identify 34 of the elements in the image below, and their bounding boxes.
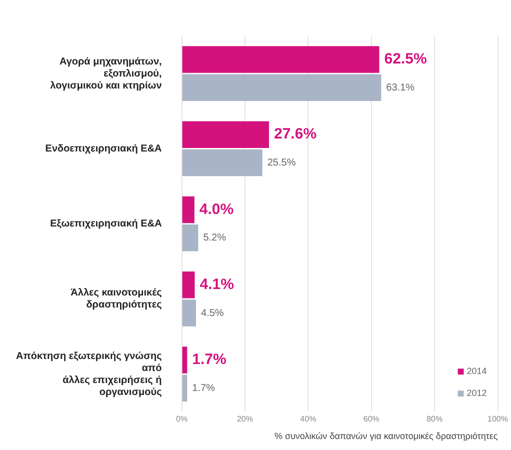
bar bbox=[182, 224, 198, 252]
y-tick-label: Άλλες καινοτομικές δραστηριότητες bbox=[70, 288, 162, 311]
bar bbox=[182, 346, 188, 374]
data-label: 1.7% bbox=[192, 351, 226, 368]
y-tick-label: Αγορά μηχανημάτων, εξοπλισμού, λογισμικού και κτηρίων bbox=[50, 56, 162, 92]
data-label: 1.7% bbox=[192, 382, 216, 394]
x-axis-title: % συνολικών δαπανών για καινοτομικές δραστηριότητες bbox=[274, 431, 498, 442]
y-tick-label: Εξωεπιχειρησιακή Ε&Α bbox=[50, 218, 162, 230]
x-tick-label: 40% bbox=[300, 414, 316, 424]
data-label: 63.1% bbox=[386, 82, 415, 94]
x-tick-label: 60% bbox=[363, 414, 380, 424]
legend-label: 2014 bbox=[466, 366, 487, 376]
bar bbox=[182, 300, 196, 326]
bar bbox=[182, 271, 195, 298]
bar bbox=[182, 46, 380, 73]
x-tick-label: 0% bbox=[176, 414, 188, 424]
bar bbox=[182, 74, 382, 102]
bar bbox=[182, 149, 262, 176]
legend-label: 2012 bbox=[466, 388, 487, 398]
bar bbox=[182, 196, 194, 224]
data-label: 27.6% bbox=[274, 126, 317, 143]
data-label: 4.5% bbox=[201, 308, 224, 319]
data-label: 25.5% bbox=[267, 158, 296, 169]
x-tick-label: 20% bbox=[236, 414, 253, 424]
bar bbox=[182, 121, 269, 148]
data-label: 4.1% bbox=[200, 276, 234, 293]
bar bbox=[182, 374, 188, 402]
y-tick-label: Απόκτηση εξωτερικής γνώσης από άλλες επιχειρήσεις ή οργανισμούς bbox=[16, 350, 162, 398]
y-tick-label: Ενδοεπιχειρησιακή Ε&Α bbox=[45, 143, 162, 154]
data-label: 5.2% bbox=[203, 232, 226, 244]
data-label: 4.0% bbox=[199, 200, 234, 218]
x-tick-label: 80% bbox=[426, 414, 443, 424]
data-label: 62.5% bbox=[384, 50, 427, 68]
x-tick-label: 100% bbox=[488, 414, 508, 424]
